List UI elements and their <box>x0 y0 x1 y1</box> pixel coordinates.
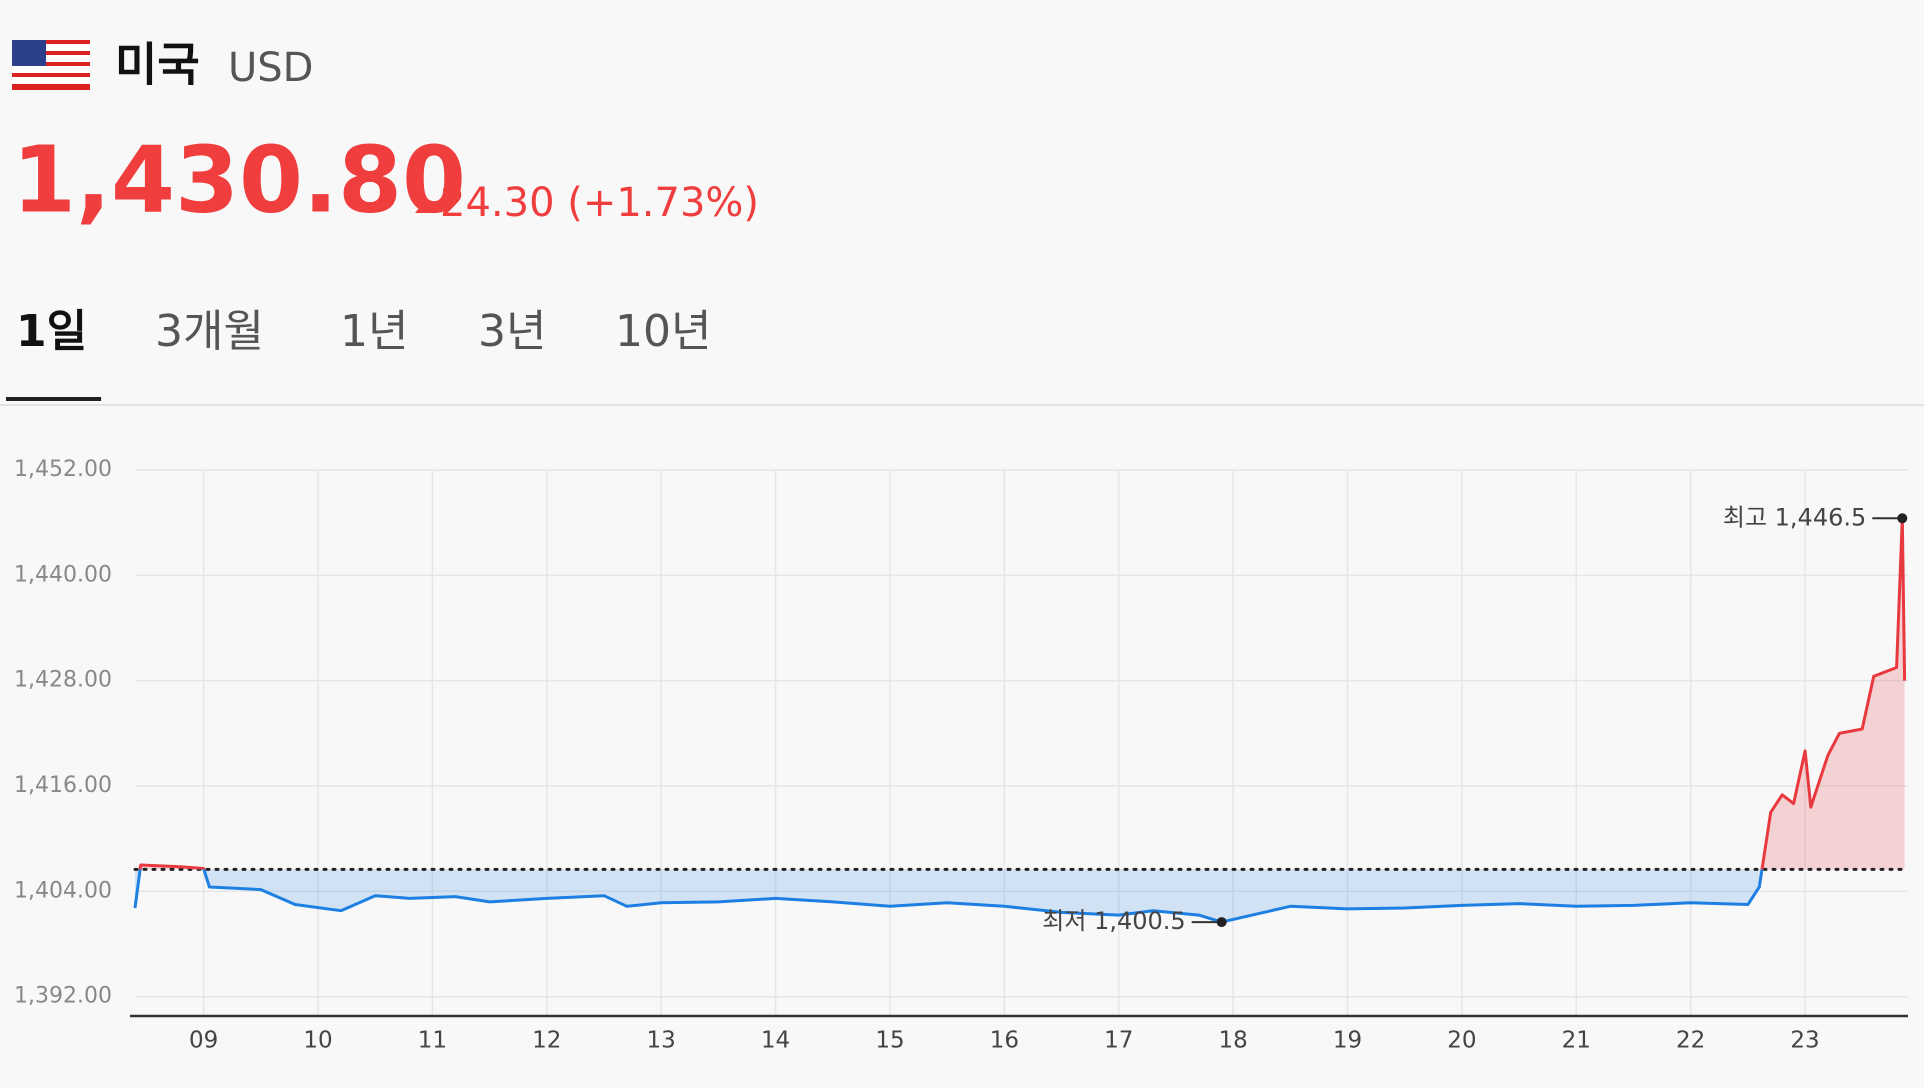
price: 1,430.80 <box>12 126 466 233</box>
tabs: 1일 3개월 1년 3년 10년 <box>6 306 711 401</box>
change: 24.30 (+1.73%) <box>440 180 759 226</box>
line-up <box>138 516 1907 870</box>
annotation-label: 최고 1,446.5 <box>1723 503 1866 531</box>
x-tick-label: 15 <box>875 1028 904 1054</box>
y-tick-label: 1,452.00 <box>14 457 112 482</box>
tab[interactable]: 3개월 <box>155 306 264 357</box>
annotation-dot <box>1216 917 1227 928</box>
x-tick-label: 18 <box>1218 1028 1247 1054</box>
tab[interactable]: 1년 <box>340 306 408 357</box>
x-tick-label: 21 <box>1562 1028 1591 1054</box>
x-tick-label: 09 <box>189 1028 218 1054</box>
x-tick-label: 12 <box>532 1028 561 1054</box>
tab[interactable]: 10년 <box>615 306 711 357</box>
flag <box>12 40 90 90</box>
x-tick-label: 23 <box>1790 1028 1819 1054</box>
y-tick-label: 1,416.00 <box>14 773 112 798</box>
x-tick-label: 10 <box>303 1028 332 1054</box>
x-tick-label: 20 <box>1447 1028 1476 1054</box>
x-tick-label: 16 <box>990 1028 1019 1054</box>
area-below <box>135 869 1762 923</box>
area-above <box>135 518 1905 870</box>
y-tick-label: 1,428.00 <box>14 668 112 693</box>
tab[interactable]: 3년 <box>478 306 546 357</box>
x-tick-label: 14 <box>761 1028 790 1054</box>
x-tick-label: 19 <box>1333 1028 1362 1054</box>
line-down <box>133 869 1764 924</box>
country: 미국 <box>115 38 200 92</box>
x-tick-label: 13 <box>647 1028 676 1054</box>
x-tick-label: 11 <box>418 1028 447 1054</box>
tab-underline <box>6 397 102 401</box>
x-tick-label: 17 <box>1104 1028 1133 1054</box>
annotation-label: 최저 1,400.5 <box>1042 907 1185 935</box>
up-arrow <box>415 199 437 213</box>
currency: USD <box>228 45 313 91</box>
y-tick-label: 1,392.00 <box>14 984 112 1009</box>
y-tick-label: 1,440.00 <box>14 562 112 587</box>
tab[interactable]: 1일 <box>16 306 87 357</box>
annotation-dot <box>1897 513 1908 524</box>
x-tick-label: 22 <box>1676 1028 1705 1054</box>
chart: 1,392.00 1,404.00 1,416.00 1,428.00 1,440.00… <box>14 457 1910 1054</box>
y-tick-label: 1,404.00 <box>14 878 112 903</box>
